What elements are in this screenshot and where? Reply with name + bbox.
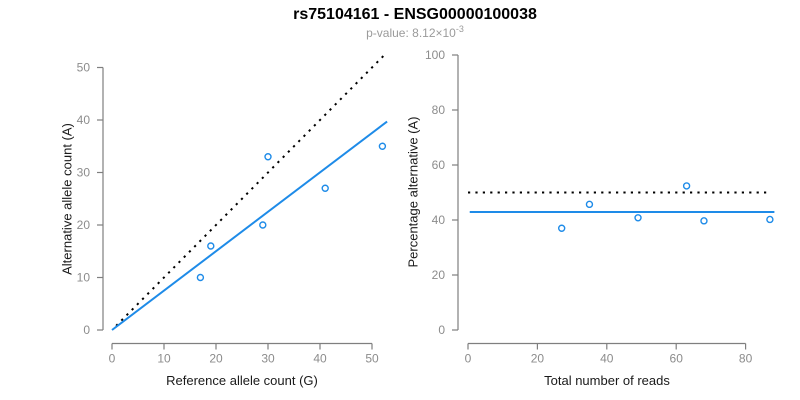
x-axis-tick-label: 40 bbox=[600, 352, 614, 366]
right-yaxis-label: Percentage alternative (A) bbox=[405, 116, 421, 268]
data-point bbox=[682, 182, 691, 190]
x-axis-tick-label: 80 bbox=[739, 352, 753, 366]
data-point bbox=[557, 224, 566, 232]
x-axis-tick-label: 20 bbox=[209, 352, 223, 366]
y-axis-tick-label: 40 bbox=[77, 113, 91, 127]
allele-counts-plot: 0 10 20 30 40 50 0 10 20 30 40 50 bbox=[77, 54, 388, 366]
data-point bbox=[321, 184, 329, 192]
data-point bbox=[196, 273, 205, 282]
left-yaxis-label: Alternative allele count (A) bbox=[59, 123, 75, 275]
plot-title: rs75104161 - ENSG00000100038 bbox=[293, 6, 537, 23]
percentage-reads-plot: 0 20 40 60 80 100 0 20 40 60 80 bbox=[425, 48, 775, 366]
plot-subtitle: p-value: 8.12×10-3 bbox=[366, 24, 464, 40]
x-axis-tick-label: 60 bbox=[670, 352, 684, 366]
data-point bbox=[207, 242, 215, 250]
y-axis-tick-label: 0 bbox=[438, 323, 445, 337]
data-point bbox=[585, 200, 594, 209]
right-xaxis-label: Total number of reads bbox=[544, 373, 670, 388]
x-axis-tick-label: 50 bbox=[365, 352, 379, 366]
pvalue-text: p-value: 8.12×10 bbox=[366, 26, 456, 40]
y-axis-tick-label: 50 bbox=[77, 61, 91, 75]
x-axis-tick-label: 20 bbox=[531, 352, 545, 366]
data-point bbox=[259, 221, 267, 229]
y-axis-tick-label: 0 bbox=[83, 323, 90, 337]
identity-line bbox=[115, 54, 385, 327]
data-point bbox=[378, 142, 387, 150]
data-point bbox=[634, 214, 642, 222]
x-axis-tick-label: 10 bbox=[157, 352, 171, 366]
y-axis-tick-label: 80 bbox=[432, 103, 446, 117]
fit-line bbox=[111, 120, 388, 331]
x-axis-tick-label: 0 bbox=[109, 352, 116, 366]
y-axis-tick-label: 10 bbox=[77, 271, 91, 285]
y-axis-tick-label: 30 bbox=[77, 166, 91, 180]
data-point bbox=[700, 217, 708, 225]
x-axis-tick-label: 40 bbox=[313, 352, 327, 366]
data-point bbox=[766, 215, 774, 224]
y-axis-tick-label: 40 bbox=[432, 213, 446, 227]
left-xaxis-label: Reference allele count (G) bbox=[166, 373, 318, 388]
pvalue-exponent: -3 bbox=[455, 24, 464, 34]
y-axis-tick-label: 60 bbox=[432, 158, 446, 172]
x-axis-tick-label: 30 bbox=[261, 352, 275, 366]
data-point bbox=[264, 153, 272, 161]
y-axis-tick-label: 20 bbox=[77, 218, 91, 232]
y-axis-tick-label: 100 bbox=[425, 48, 445, 62]
x-axis-tick-label: 0 bbox=[465, 352, 472, 366]
y-axis-tick-label: 20 bbox=[432, 268, 446, 282]
